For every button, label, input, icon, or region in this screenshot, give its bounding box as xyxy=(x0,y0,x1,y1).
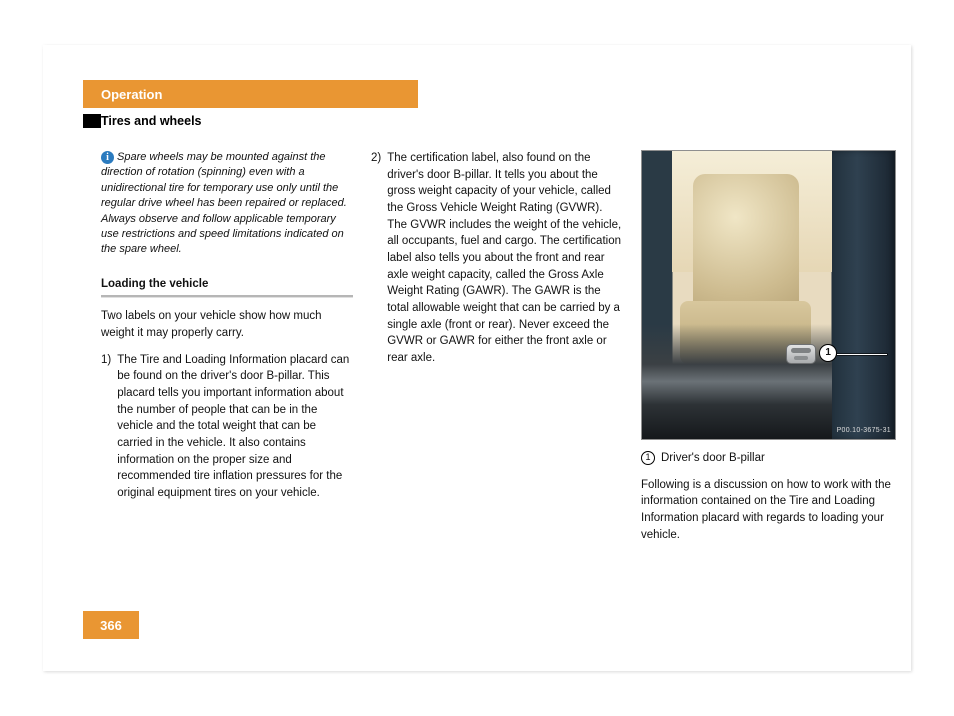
callout-leader-line xyxy=(837,354,888,355)
caption-text: Driver's door B-pillar xyxy=(661,450,765,467)
figure-caption: 1 Driver's door B-pillar xyxy=(641,450,893,467)
column-2: 2) The certification label, also found o… xyxy=(371,150,623,553)
list-text: The certification label, also found on t… xyxy=(387,150,623,367)
page-number: 366 xyxy=(83,611,139,639)
image-code: P00.10-3675-31 xyxy=(837,426,891,436)
column-1: iSpare wheels may be mounted against the… xyxy=(101,150,353,553)
section-title: Tires and wheels xyxy=(101,114,202,128)
manual-page: Operation Tires and wheels iSpare wheels… xyxy=(43,45,911,671)
list-number: 2) xyxy=(371,150,381,367)
loading-heading: Loading the vehicle xyxy=(101,276,353,293)
content-columns: iSpare wheels may be mounted against the… xyxy=(101,150,896,553)
section-tab xyxy=(83,114,101,128)
column-3: 1 P00.10-3675-31 1 Driver's door B-pilla… xyxy=(641,150,893,553)
figure-photo: 1 P00.10-3675-31 xyxy=(641,150,896,440)
heading-rule xyxy=(101,295,353,298)
photo-b-pillar xyxy=(832,151,895,439)
callout-badge-1: 1 xyxy=(819,344,837,362)
info-note-text: Spare wheels may be mounted against the … xyxy=(101,151,347,255)
closing-paragraph: Following is a discussion on how to work… xyxy=(641,477,893,544)
chapter-bar: Operation xyxy=(83,80,418,108)
list-item-1: 1) The Tire and Loading Information plac… xyxy=(101,352,353,502)
list-number: 1) xyxy=(101,352,111,502)
info-icon: i xyxy=(101,151,114,164)
list-text: The Tire and Loading Information placard… xyxy=(117,352,353,502)
photo-seat-back xyxy=(693,174,799,318)
info-note: iSpare wheels may be mounted against the… xyxy=(101,150,353,258)
list-item-2: 2) The certification label, also found o… xyxy=(371,150,623,367)
intro-paragraph: Two labels on your vehicle show how much… xyxy=(101,308,353,341)
caption-badge: 1 xyxy=(641,451,655,465)
photo-seat-control xyxy=(786,344,816,364)
chapter-title: Operation xyxy=(101,87,162,102)
